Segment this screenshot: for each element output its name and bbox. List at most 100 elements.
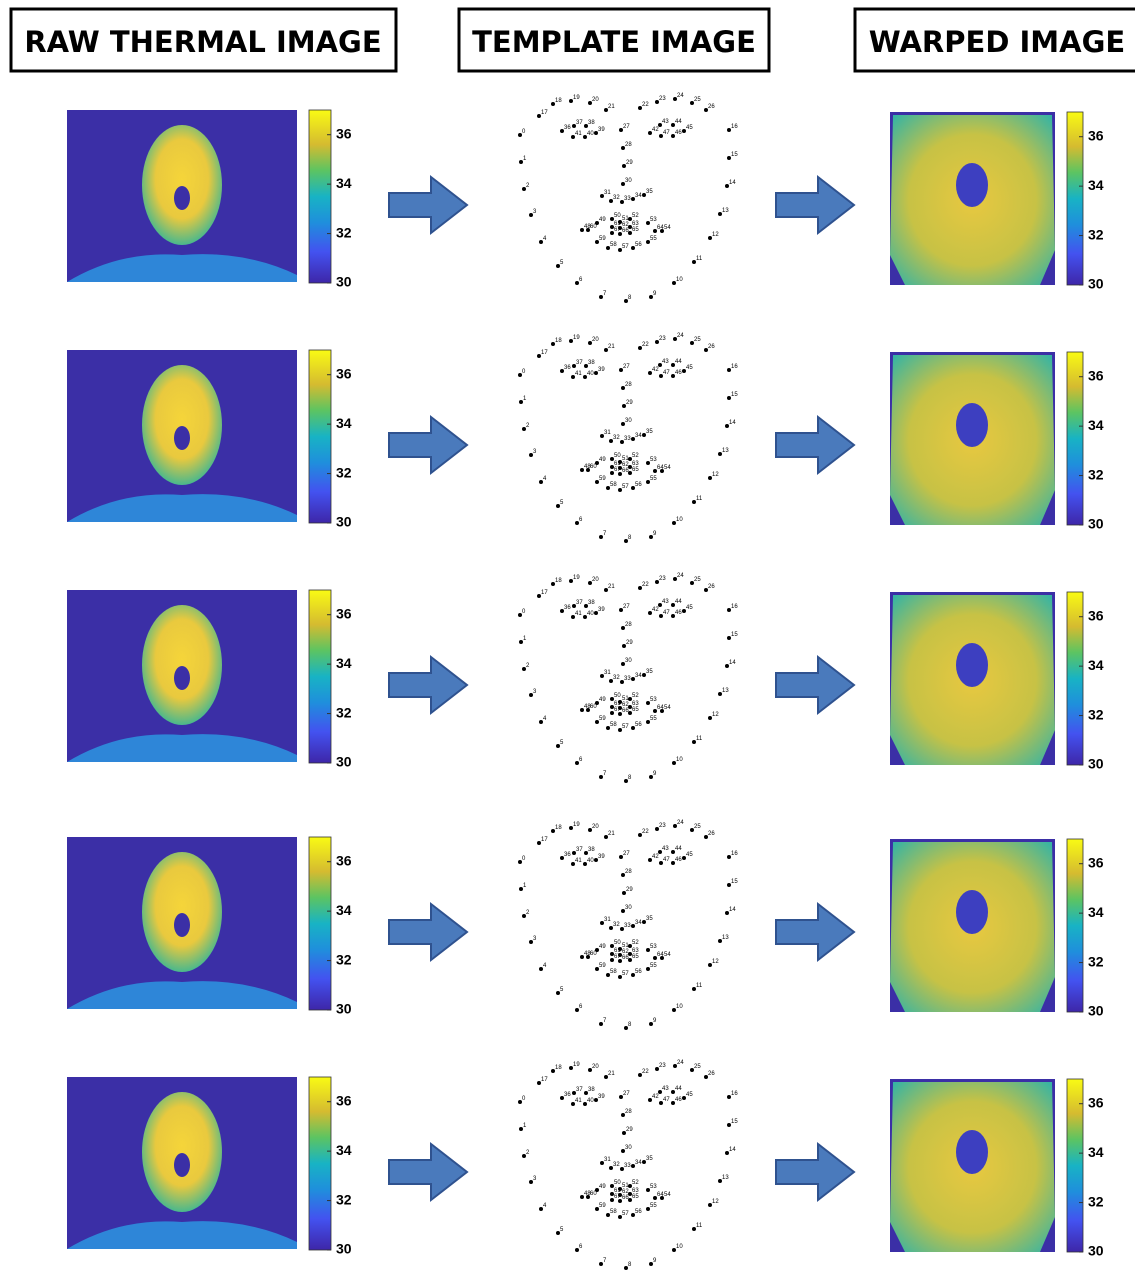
landmark-label: 2 bbox=[526, 1150, 530, 1156]
landmark-label: 18 bbox=[555, 1065, 562, 1071]
nose bbox=[174, 1153, 190, 1177]
landmark-label: 25 bbox=[694, 97, 701, 103]
colorbar-tick-label: 30 bbox=[336, 754, 352, 770]
landmark-label: 49 bbox=[599, 1184, 606, 1190]
landmark-label: 37 bbox=[576, 1087, 583, 1093]
colorbar-tick-label: 32 bbox=[336, 464, 352, 480]
landmark-label: 36 bbox=[564, 1092, 571, 1098]
colorbar-tick-label: 30 bbox=[1088, 1243, 1104, 1259]
landmark-label: 64 bbox=[657, 705, 664, 711]
colorbar-tick-label: 34 bbox=[336, 415, 352, 431]
landmark-label: 5 bbox=[560, 740, 564, 746]
landmark-label: 24 bbox=[677, 333, 684, 339]
landmark-label: 16 bbox=[731, 1091, 738, 1097]
landmark-label: 31 bbox=[604, 670, 611, 676]
landmark-label: 57 bbox=[622, 484, 629, 490]
landmark-label: 6 bbox=[579, 517, 583, 523]
landmark-label: 30 bbox=[625, 418, 632, 424]
landmark-label: 39 bbox=[598, 367, 605, 373]
landmark-label: 40 bbox=[587, 131, 594, 137]
landmark-label: 66 bbox=[622, 708, 629, 714]
colorbar-tick-label: 30 bbox=[1088, 516, 1104, 532]
landmark-label: 15 bbox=[731, 152, 738, 158]
landmark-label: 7 bbox=[603, 771, 607, 777]
landmark-label: 8 bbox=[628, 295, 632, 301]
landmark-label: 24 bbox=[677, 820, 684, 826]
landmark-label: 52 bbox=[632, 693, 639, 699]
landmark-label: 18 bbox=[555, 98, 562, 104]
landmark-label: 8 bbox=[628, 775, 632, 781]
landmark-label: 40 bbox=[587, 611, 594, 617]
landmark-label: 3 bbox=[533, 936, 537, 942]
landmark-label: 20 bbox=[592, 97, 599, 103]
landmark-label: 31 bbox=[604, 917, 611, 923]
landmark-label: 53 bbox=[650, 1184, 657, 1190]
landmark-label: 32 bbox=[613, 922, 620, 928]
landmark-label: 6 bbox=[579, 277, 583, 283]
landmark-label: 57 bbox=[622, 724, 629, 730]
landmark-label: 10 bbox=[676, 1244, 683, 1250]
landmark-label: 4 bbox=[543, 1203, 547, 1209]
nose bbox=[956, 1130, 988, 1174]
landmark-label: 33 bbox=[624, 436, 631, 442]
colorbar bbox=[309, 590, 331, 763]
landmark-label: 64 bbox=[657, 952, 664, 958]
landmark-label: 12 bbox=[712, 712, 719, 718]
landmark-label: 49 bbox=[599, 697, 606, 703]
colorbar-tick-label: 34 bbox=[1088, 417, 1104, 433]
colorbar-tick-label: 36 bbox=[336, 125, 352, 141]
landmark-label: 9 bbox=[653, 531, 657, 537]
landmark-label: 35 bbox=[646, 669, 653, 675]
landmark-label: 20 bbox=[592, 577, 599, 583]
arrow bbox=[389, 657, 467, 713]
landmark-label: 17 bbox=[541, 1077, 548, 1083]
colorbar-tick-label: 32 bbox=[336, 1191, 352, 1207]
landmark-label: 2 bbox=[526, 183, 530, 189]
landmark-label: 49 bbox=[599, 217, 606, 223]
landmark-label: 64 bbox=[657, 465, 664, 471]
landmark-label: 66 bbox=[622, 1195, 629, 1201]
landmark-label: 23 bbox=[659, 823, 666, 829]
header: WARPED IMAGE bbox=[869, 25, 1125, 59]
landmark-label: 38 bbox=[588, 600, 595, 606]
landmark-label: 52 bbox=[632, 453, 639, 459]
landmark-label: 44 bbox=[675, 1086, 682, 1092]
headers: RAW THERMAL IMAGE TEMPLATE IMAGE WARPED … bbox=[11, 9, 1135, 71]
landmark-label: 36 bbox=[564, 605, 571, 611]
landmark-label: 5 bbox=[560, 1227, 564, 1233]
landmark-label: 9 bbox=[653, 1018, 657, 1024]
landmark-label: 56 bbox=[635, 969, 642, 975]
colorbar-tick-label: 32 bbox=[336, 704, 352, 720]
landmark-label: 57 bbox=[622, 1211, 629, 1217]
colorbar-tick-label: 34 bbox=[336, 902, 352, 918]
landmark-label: 34 bbox=[635, 433, 642, 439]
colorbar-tick-label: 36 bbox=[1088, 607, 1104, 623]
colorbar-tick-label: 36 bbox=[1088, 367, 1104, 383]
landmark-label: 37 bbox=[576, 600, 583, 606]
landmark-label: 60 bbox=[590, 224, 597, 230]
colorbar-tick-label: 34 bbox=[1088, 904, 1104, 920]
landmark-label: 25 bbox=[694, 1064, 701, 1070]
landmark-label: 43 bbox=[662, 119, 669, 125]
colorbar-tick-label: 36 bbox=[336, 365, 352, 381]
landmark-label: 65 bbox=[632, 1194, 639, 1200]
landmark-label: 0 bbox=[522, 129, 526, 135]
landmark-label: 8 bbox=[628, 535, 632, 541]
landmark-label: 4 bbox=[543, 476, 547, 482]
colorbar-tick-label: 30 bbox=[336, 1001, 352, 1017]
landmark-label: 4 bbox=[543, 963, 547, 969]
landmark-label: 38 bbox=[588, 120, 595, 126]
landmark-label: 30 bbox=[625, 905, 632, 911]
landmark-label: 32 bbox=[613, 435, 620, 441]
landmark-label: 59 bbox=[599, 236, 606, 242]
landmark-label: 59 bbox=[599, 476, 606, 482]
colorbar bbox=[1067, 1079, 1083, 1252]
colorbar bbox=[309, 1077, 331, 1250]
nose bbox=[956, 643, 988, 687]
colorbar bbox=[1067, 839, 1083, 1012]
landmark-label: 42 bbox=[652, 854, 659, 860]
landmark-label: 20 bbox=[592, 824, 599, 830]
landmark-label: 60 bbox=[590, 951, 597, 957]
landmark-label: 13 bbox=[722, 448, 729, 454]
landmark-label: 29 bbox=[626, 1127, 633, 1133]
